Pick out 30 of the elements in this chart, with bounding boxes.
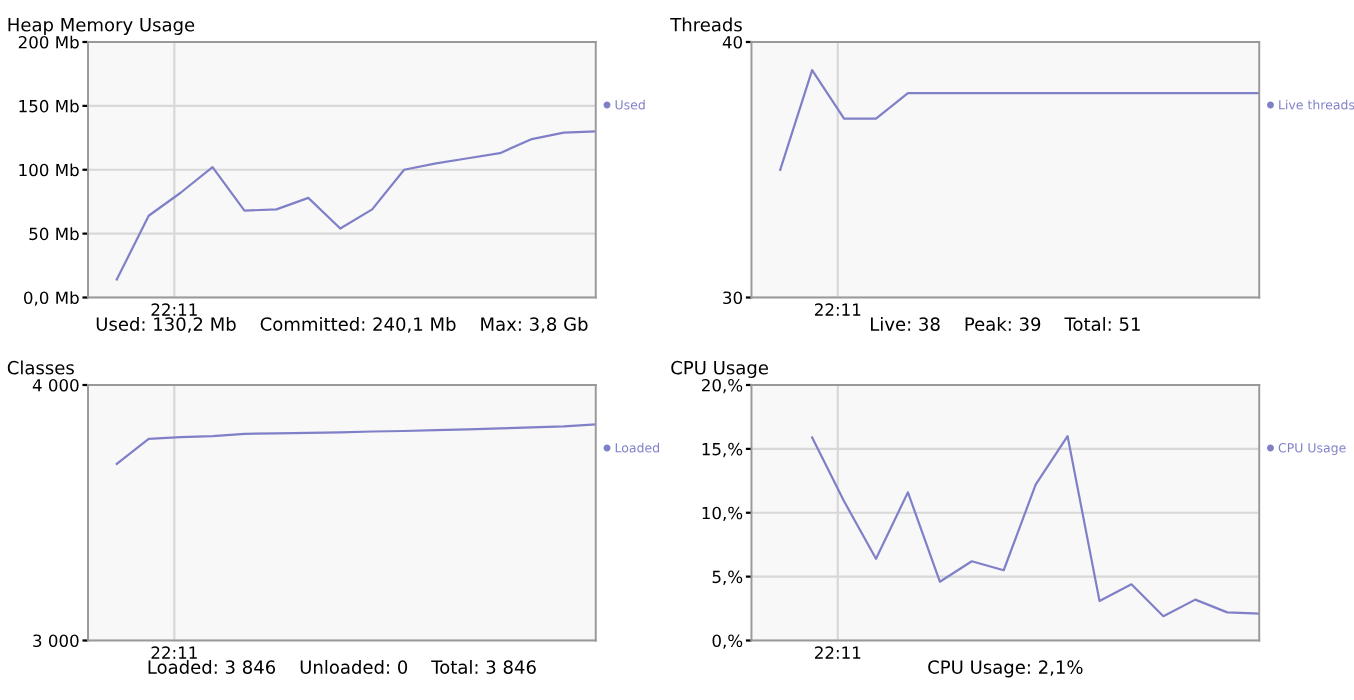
x-axis-title: Live: 38 Peak: 39 Total: 51 xyxy=(871,316,1140,331)
line-series xyxy=(811,434,1260,618)
y-tick-label: 0,0 Mb xyxy=(24,291,79,306)
x-axis-title: CPU Usage: 2,1% xyxy=(928,660,1083,678)
y-tick-label: 10,% xyxy=(702,506,743,522)
y-tick-label: 150 Mb xyxy=(19,99,79,113)
line-series xyxy=(779,69,1260,171)
x-axis-title: Used: 130,2 Mb Committed: 240,1 Mb Max: 3,8 Gb xyxy=(96,316,588,333)
y-tick-label: 30 xyxy=(723,291,743,305)
x-axis-title: Loaded: 3 846 Unloaded: 0 Total: 3 846 xyxy=(148,659,536,674)
text: 22:11 xyxy=(151,646,197,659)
y-tick-label: 40 xyxy=(722,35,743,49)
y-tick-label: 100 Mb xyxy=(19,163,79,177)
chart-title: Threads xyxy=(670,17,742,32)
chart-title: Classes xyxy=(7,360,74,375)
chart-title: Heap Memory Usage xyxy=(8,18,195,35)
line-series xyxy=(115,423,596,466)
y-tick-label: 15,% xyxy=(702,442,743,458)
text: 22:11 xyxy=(814,303,861,316)
text: 22:11 xyxy=(814,646,861,659)
y-tick-label: 5,% xyxy=(712,570,743,585)
y-tick-label: 50 Mb xyxy=(29,227,79,241)
line-series xyxy=(115,130,596,281)
text: 22:11 xyxy=(151,303,197,316)
y-tick-label: 4 000 xyxy=(32,378,79,392)
y-tick-label: 3 000 xyxy=(33,634,79,648)
chart-title: CPU Usage xyxy=(671,360,768,378)
y-tick-label: 0,% xyxy=(712,634,743,649)
y-tick-label: 20,% xyxy=(702,378,743,394)
y-tick-label: 200 Mb xyxy=(18,35,79,49)
